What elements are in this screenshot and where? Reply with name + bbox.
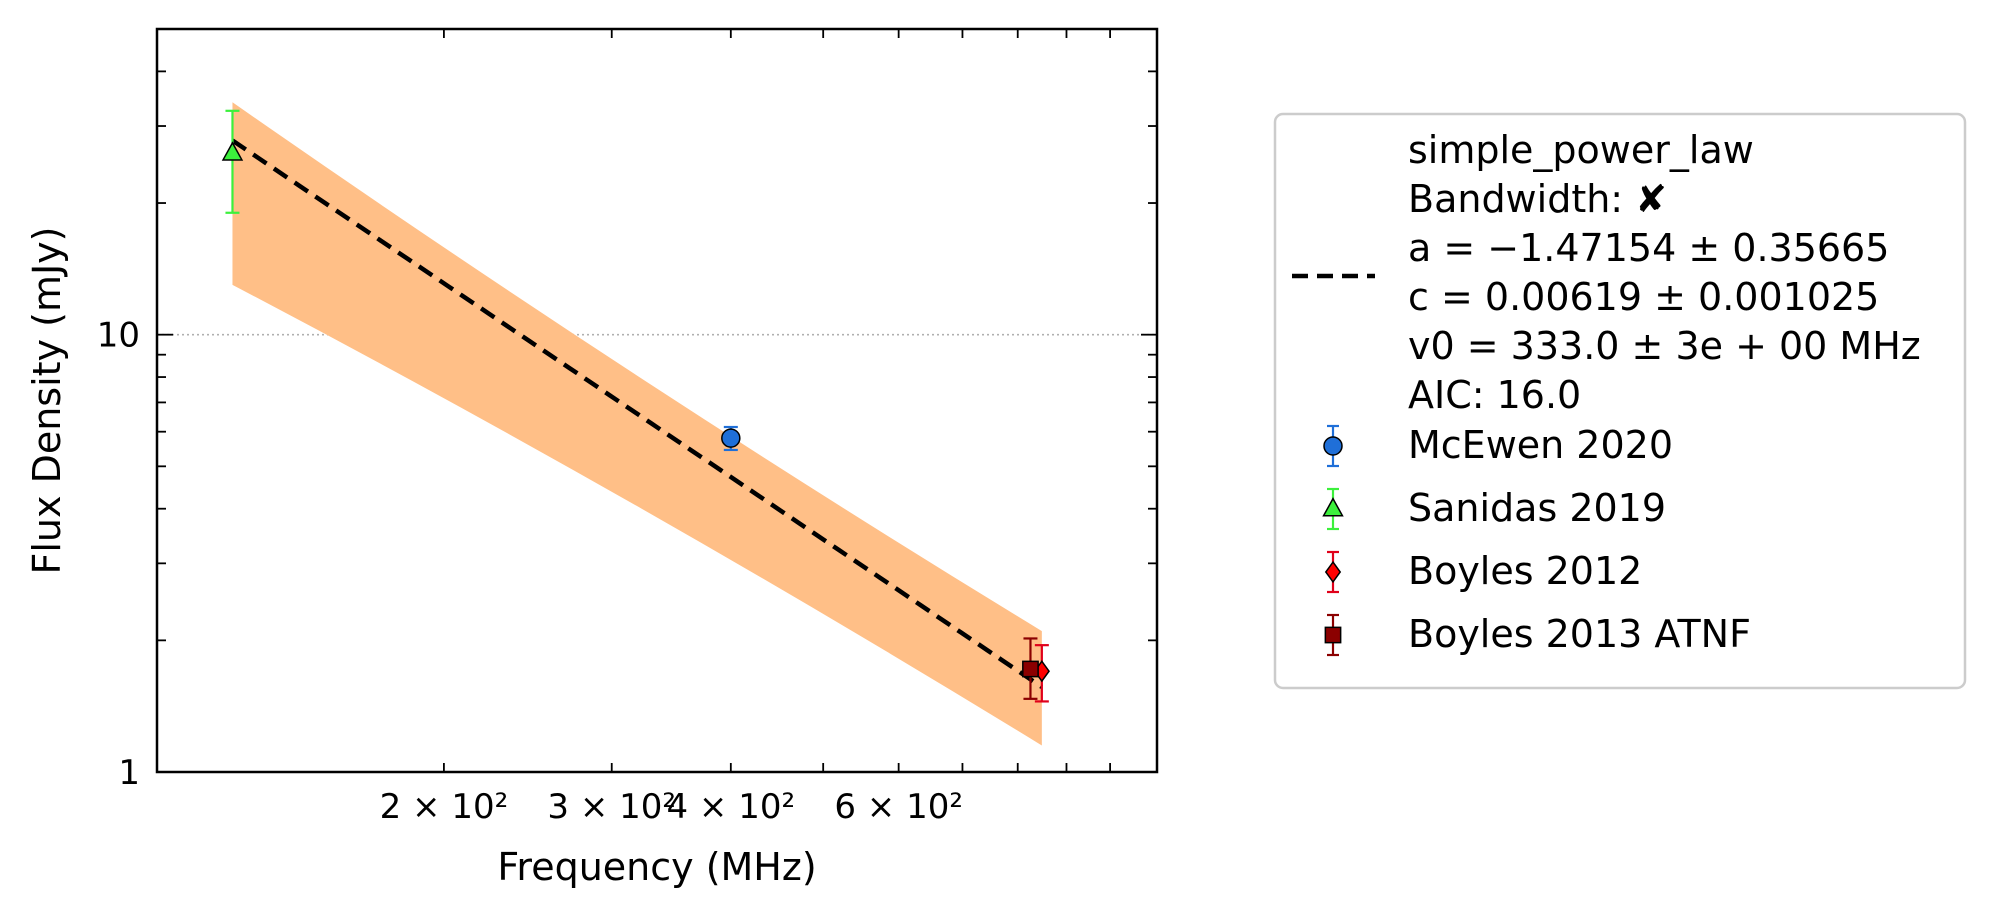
legend-fit-line: v0 = 333.0 ± 3e + 00 MHz bbox=[1408, 324, 1921, 368]
legend-boyles-2013-atnf-label: Boyles 2013 ATNF bbox=[1408, 612, 1751, 656]
legend-mcewen-2020-label: McEwen 2020 bbox=[1408, 423, 1673, 467]
boyles-2013-atnf-point bbox=[1022, 660, 1039, 678]
fit-confidence-band bbox=[232, 102, 1042, 746]
legend-sanidas-2019-marker bbox=[1322, 497, 1344, 517]
y-tick-label: 1 bbox=[118, 753, 140, 793]
x-tick-label: 2 × 10² bbox=[380, 787, 509, 827]
legend-fit-line: simple_power_law bbox=[1408, 128, 1754, 172]
legend-fit-line: c = 0.00619 ± 0.001025 bbox=[1408, 275, 1879, 319]
x-tick-label: 3 × 10² bbox=[547, 787, 676, 827]
legend-fit-line: AIC: 16.0 bbox=[1408, 373, 1581, 417]
y-axis-label: Flux Density (mJy) bbox=[25, 227, 69, 575]
sanidas-2019-point bbox=[221, 141, 244, 161]
legend-boyles-2012-label: Boyles 2012 bbox=[1408, 549, 1642, 593]
legend-boyles-2012-marker bbox=[1324, 560, 1342, 584]
legend-boyles-2013-atnf-marker bbox=[1324, 626, 1342, 644]
x-axis-label: Frequency (MHz) bbox=[497, 845, 816, 889]
legend-sanidas-2019-label: Sanidas 2019 bbox=[1408, 486, 1666, 530]
legend-fit-line: Bandwidth: ✘ bbox=[1408, 177, 1667, 221]
y-tick-label: 10 bbox=[97, 316, 140, 356]
legend-fit-line: a = −1.47154 ± 0.35665 bbox=[1408, 226, 1889, 270]
plot-frame bbox=[155, 27, 1159, 774]
x-tick-label: 6 × 10² bbox=[834, 787, 963, 827]
x-tick-label: 4 × 10² bbox=[666, 787, 795, 827]
mcewen-2020-point bbox=[721, 428, 741, 448]
legend-mcewen-2020-marker bbox=[1323, 436, 1343, 456]
fit-line bbox=[231, 138, 1044, 689]
legend-box bbox=[1273, 112, 1967, 690]
